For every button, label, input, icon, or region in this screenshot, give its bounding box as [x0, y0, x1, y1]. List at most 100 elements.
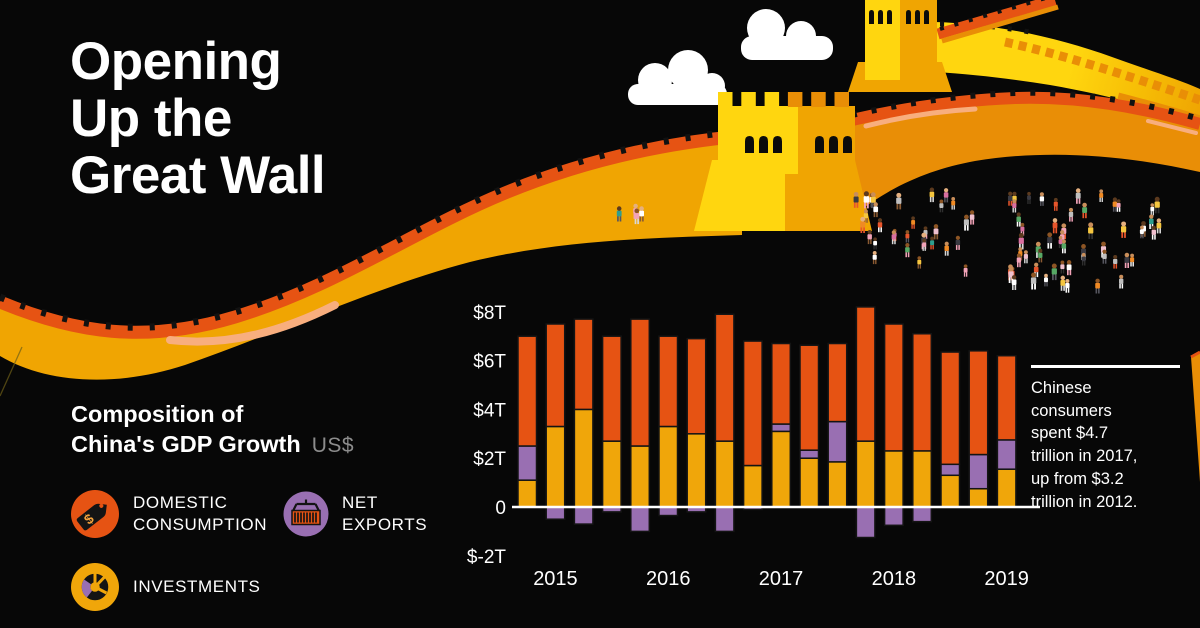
bar-net-exports-2016-Q2 — [658, 506, 679, 517]
x-axis-year-label: 2016 — [646, 568, 691, 590]
person-figure — [963, 214, 969, 231]
person-figure — [911, 216, 916, 229]
cloud-icon — [628, 50, 727, 105]
bar-investments-2015-Q3 — [573, 408, 594, 508]
bar-investments-2016-Q2 — [658, 425, 679, 508]
person-figure — [1154, 196, 1160, 214]
bar-net-exports-2015-Q1 — [517, 445, 538, 481]
wall-highlight — [1146, 119, 1198, 135]
person-figure — [1119, 274, 1124, 289]
title-line: Great Wall — [70, 146, 326, 205]
subtitle-line: Composition of — [71, 401, 244, 427]
bar-domestic-consumption-2016-Q2 — [658, 335, 679, 428]
x-axis-year-label: 2019 — [984, 568, 1029, 590]
person-figure — [951, 197, 956, 210]
wall-top-corner-band — [936, 0, 1059, 44]
bar-domestic-consumption-2017-Q2 — [771, 342, 792, 425]
bar-investments-2015-Q1 — [517, 479, 538, 508]
fort-merlon — [811, 92, 826, 107]
tower-window — [906, 10, 911, 24]
person-figure — [1120, 221, 1127, 238]
person-figure — [1016, 212, 1021, 227]
wall-left — [0, 136, 742, 380]
fort-merlon — [764, 92, 780, 107]
person-figure — [1124, 252, 1130, 268]
tower-window — [869, 10, 874, 24]
bar-domestic-consumption-2015-Q2 — [545, 323, 566, 428]
person-figure — [1116, 199, 1121, 212]
bar-investments-2015-Q2 — [545, 425, 566, 508]
person-figure — [1099, 189, 1104, 202]
price-tag-icon: $ — [71, 490, 119, 538]
person-figure — [896, 192, 902, 210]
legend-label: DOMESTIC CONSUMPTION — [133, 493, 268, 534]
person-figure — [1053, 197, 1058, 211]
bar-net-exports-2015-Q3 — [573, 506, 594, 525]
fort-window — [745, 136, 754, 153]
person-figure — [1051, 263, 1057, 281]
fort-window — [773, 136, 782, 153]
bar-domestic-consumption-2018-Q3 — [912, 333, 933, 452]
fort-window — [829, 136, 838, 153]
person-figure — [1150, 203, 1155, 216]
bar-domestic-consumption-2015-Q3 — [573, 318, 594, 411]
bar-net-exports-2018-Q1 — [855, 506, 876, 539]
bar-domestic-consumption-2017-Q3 — [799, 344, 820, 451]
person-figure — [1061, 239, 1067, 254]
bar-net-exports-2016-Q1 — [630, 506, 651, 533]
bar-investments-2018-Q4 — [940, 474, 961, 508]
wall-right-sliver-edge — [1190, 350, 1200, 359]
person-figure — [1130, 253, 1135, 267]
person-figure — [1112, 197, 1118, 212]
person-figure — [939, 199, 944, 213]
person-figure — [1075, 188, 1081, 204]
person-figure — [933, 224, 939, 240]
bar-investments-2015-Q4 — [601, 440, 622, 508]
bar-investments-2017-Q3 — [799, 457, 820, 508]
cloud-icon — [741, 9, 833, 60]
person-figure — [944, 241, 949, 256]
y-axis-tick-label: $8T — [473, 303, 506, 324]
person-figure — [877, 218, 883, 233]
fort-window — [815, 136, 824, 153]
bar-domestic-consumption-2018-Q2 — [883, 323, 904, 452]
person-figure — [1039, 192, 1045, 206]
wall-lower-right — [852, 97, 1200, 212]
great-wall-illustration — [0, 0, 1200, 482]
bar-net-exports-2017-Q4 — [827, 420, 848, 463]
person-figure — [1088, 222, 1094, 240]
fort-merlon — [834, 92, 849, 107]
person-figure — [922, 238, 927, 251]
tower-window — [887, 10, 892, 24]
bar-net-exports-2017-Q2 — [771, 423, 792, 433]
tower-window — [924, 10, 929, 24]
fort-face-light — [718, 106, 798, 174]
currency-unit-label: US$ — [311, 434, 355, 457]
bar-domestic-consumption-2018-Q1 — [855, 306, 876, 442]
thin-grass-line — [0, 346, 23, 397]
bar-domestic-consumption-2017-Q1 — [742, 340, 763, 467]
wall-right-sliver — [1191, 352, 1200, 482]
person-figure — [1081, 252, 1086, 266]
bar-domestic-consumption-2016-Q3 — [686, 337, 707, 435]
legend-item-net-exports: NET EXPORTS — [283, 491, 427, 537]
bar-net-exports-2019-Q1 — [968, 453, 989, 490]
person-figure — [867, 230, 872, 245]
x-axis-year-label: 2015 — [533, 568, 578, 590]
bar-investments-2019-Q2 — [996, 468, 1017, 508]
bar-investments-2016-Q1 — [630, 445, 651, 508]
person-figure — [634, 208, 640, 225]
wall-parapet — [0, 129, 743, 339]
person-figure — [872, 251, 877, 265]
y-axis-tick-label: $2T — [473, 449, 506, 470]
bar-domestic-consumption-2016-Q4 — [714, 313, 735, 442]
annotation-text: Chinese consumers spent $4.7 trillion in… — [1031, 379, 1138, 511]
bar-investments-2017-Q1 — [742, 464, 763, 508]
bar-net-exports-2018-Q2 — [883, 506, 904, 527]
person-figure — [1102, 249, 1107, 264]
bar-investments-2016-Q3 — [686, 433, 707, 508]
bar-net-exports-2016-Q4 — [714, 506, 735, 533]
person-figure — [930, 236, 935, 250]
person-figure — [1156, 218, 1162, 234]
